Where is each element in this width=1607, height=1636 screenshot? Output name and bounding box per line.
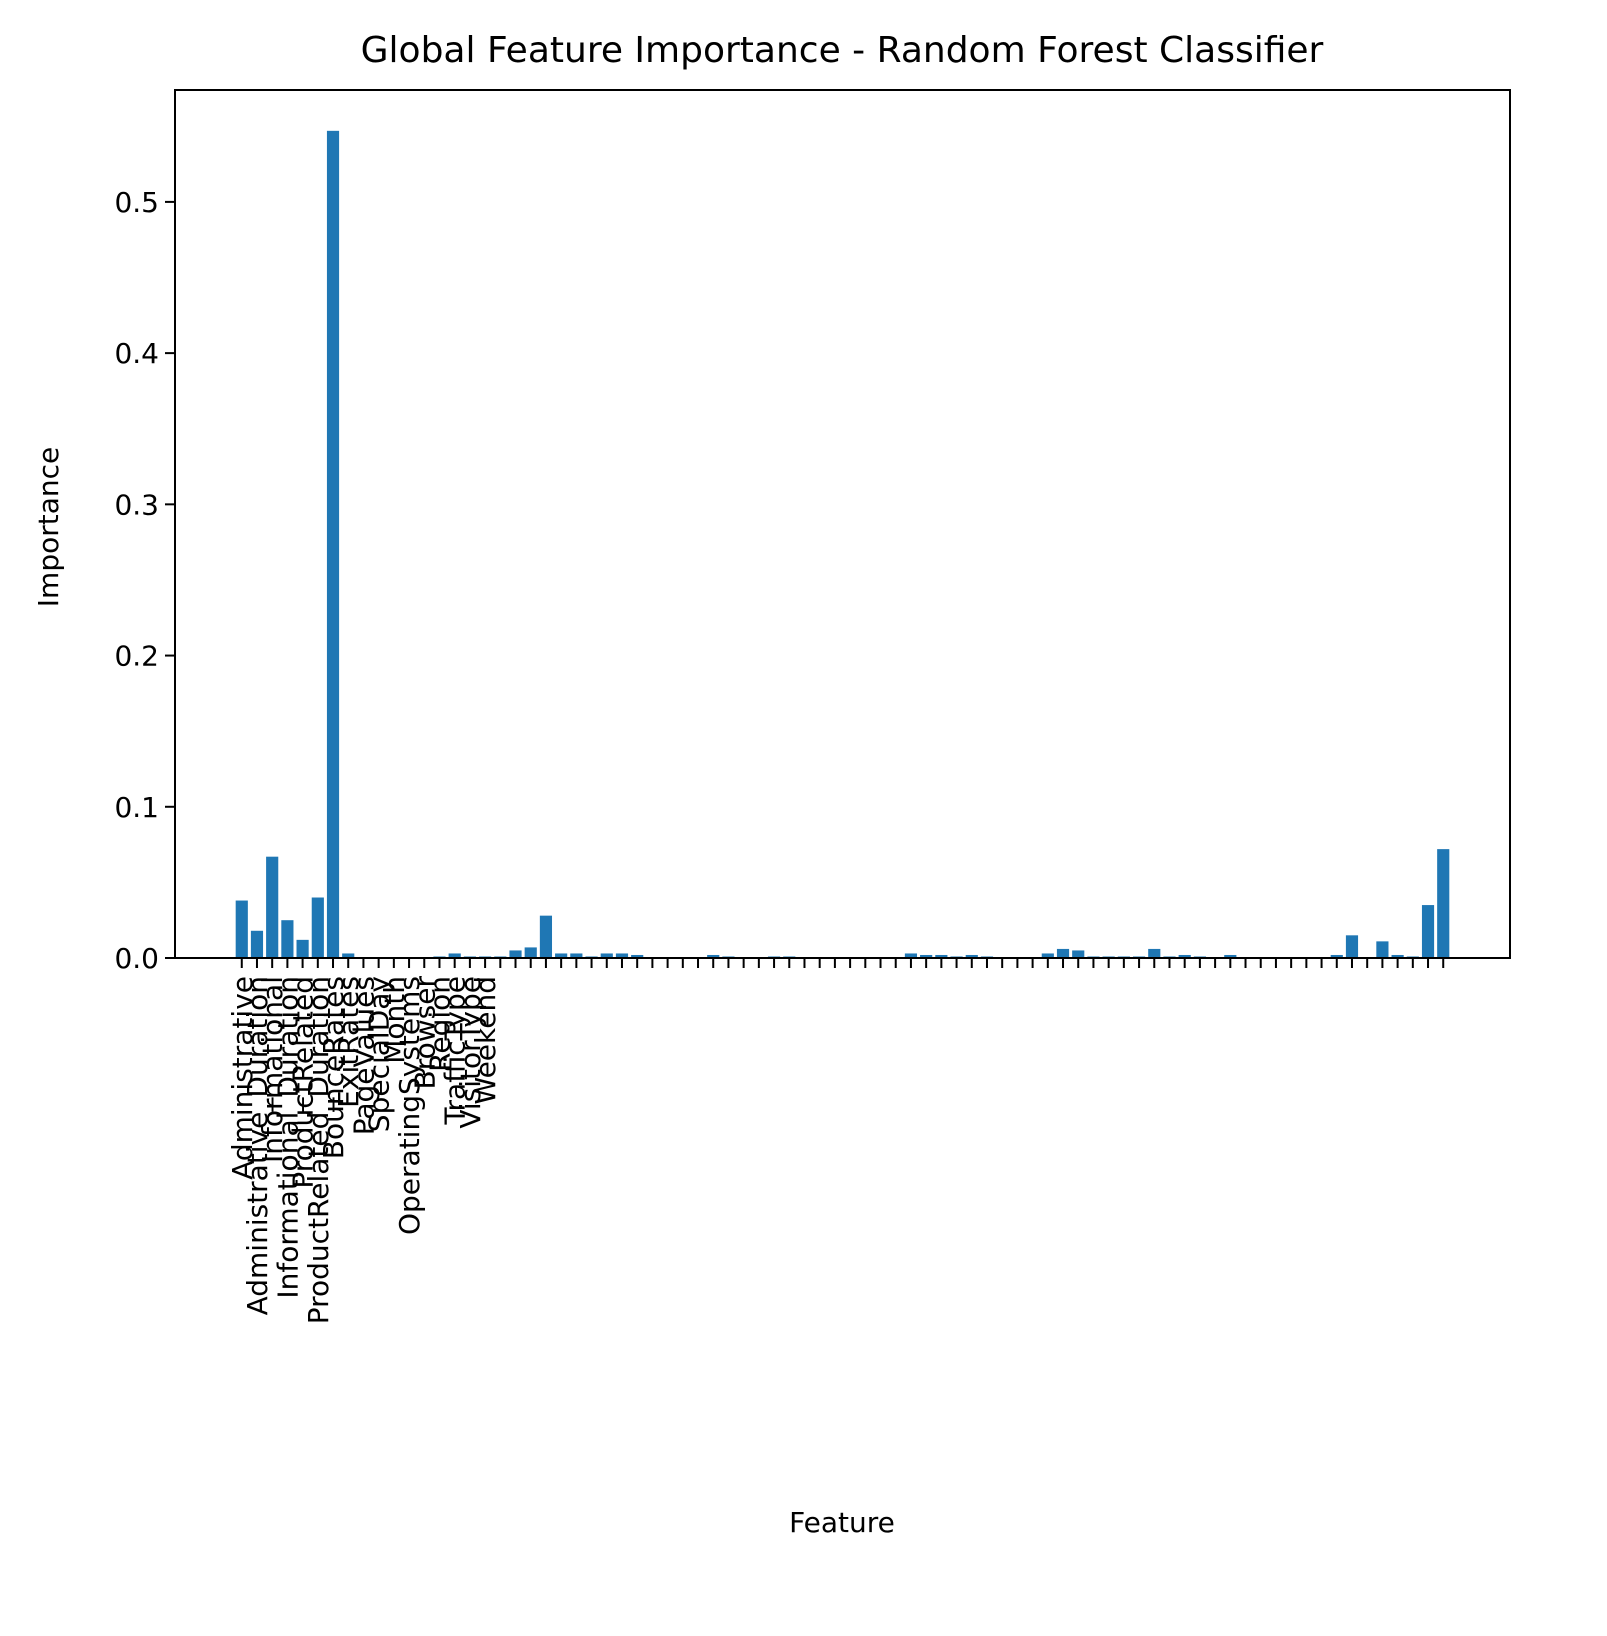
bar (509, 950, 522, 958)
bar (311, 897, 324, 958)
bar (1148, 948, 1161, 958)
bar (935, 954, 948, 958)
bar (615, 953, 629, 958)
chart-title: Global Feature Importance - Random Fores… (361, 30, 1324, 71)
bar (1376, 941, 1389, 958)
bar (1224, 954, 1237, 958)
x-tick-label: Administrative_Duration (241, 976, 274, 1315)
bar (1330, 954, 1343, 958)
bar (1178, 954, 1191, 958)
x-tick-label: Weekend (469, 976, 502, 1104)
plot-frame (174, 89, 1511, 959)
x-tick-label: Administrative (226, 976, 259, 1180)
x-tick-label: BounceRates (317, 976, 350, 1159)
bar (631, 954, 644, 958)
bar (1421, 905, 1435, 958)
x-tick-label: Informational_Duration (271, 976, 304, 1299)
bar (1345, 935, 1359, 958)
bar (570, 953, 583, 958)
bar (1072, 950, 1085, 958)
y-tick-label: 0.0 (114, 942, 159, 975)
bar (342, 953, 355, 958)
bar (707, 954, 720, 958)
bar (281, 920, 294, 958)
bar (555, 953, 568, 958)
bar (1391, 954, 1404, 958)
y-axis-label: Importance (32, 447, 65, 607)
x-tick-label: Region (423, 976, 456, 1072)
x-tick-label: SpecialDay (363, 976, 396, 1132)
y-tick-label: 0.4 (114, 337, 159, 370)
bar (326, 130, 340, 958)
bar (539, 915, 553, 958)
x-tick-label: OperatingSystems (393, 976, 426, 1235)
y-tick-label: 0.1 (114, 791, 159, 824)
x-tick-label: VisitorType (454, 976, 487, 1129)
y-tick-label: 0.3 (114, 488, 159, 521)
bar (600, 953, 613, 958)
x-tick-label: Browser (408, 976, 441, 1090)
bar (266, 856, 279, 958)
bar (904, 953, 918, 958)
x-tick-label: ProductRelated (287, 976, 320, 1189)
bar (235, 900, 248, 958)
bar (1041, 953, 1054, 958)
x-tick-label: Month (378, 976, 411, 1064)
bar (524, 947, 537, 958)
bar (920, 954, 933, 958)
bar (1056, 948, 1070, 958)
x-tick-label: ExitRates (332, 976, 365, 1108)
bar (448, 953, 461, 958)
y-tick-label: 0.2 (114, 640, 159, 673)
bar (250, 930, 264, 958)
x-tick-label: PageValues (347, 976, 380, 1135)
x-tick-label: Informational (256, 976, 289, 1163)
x-tick-label: TrafficType (439, 976, 472, 1125)
x-axis-label: Feature (789, 1506, 895, 1539)
bar (296, 939, 309, 958)
bar (965, 954, 978, 958)
bar (1437, 849, 1450, 958)
y-tick-label: 0.5 (114, 186, 159, 219)
x-tick-label: ProductRelated_Duration (302, 976, 335, 1324)
